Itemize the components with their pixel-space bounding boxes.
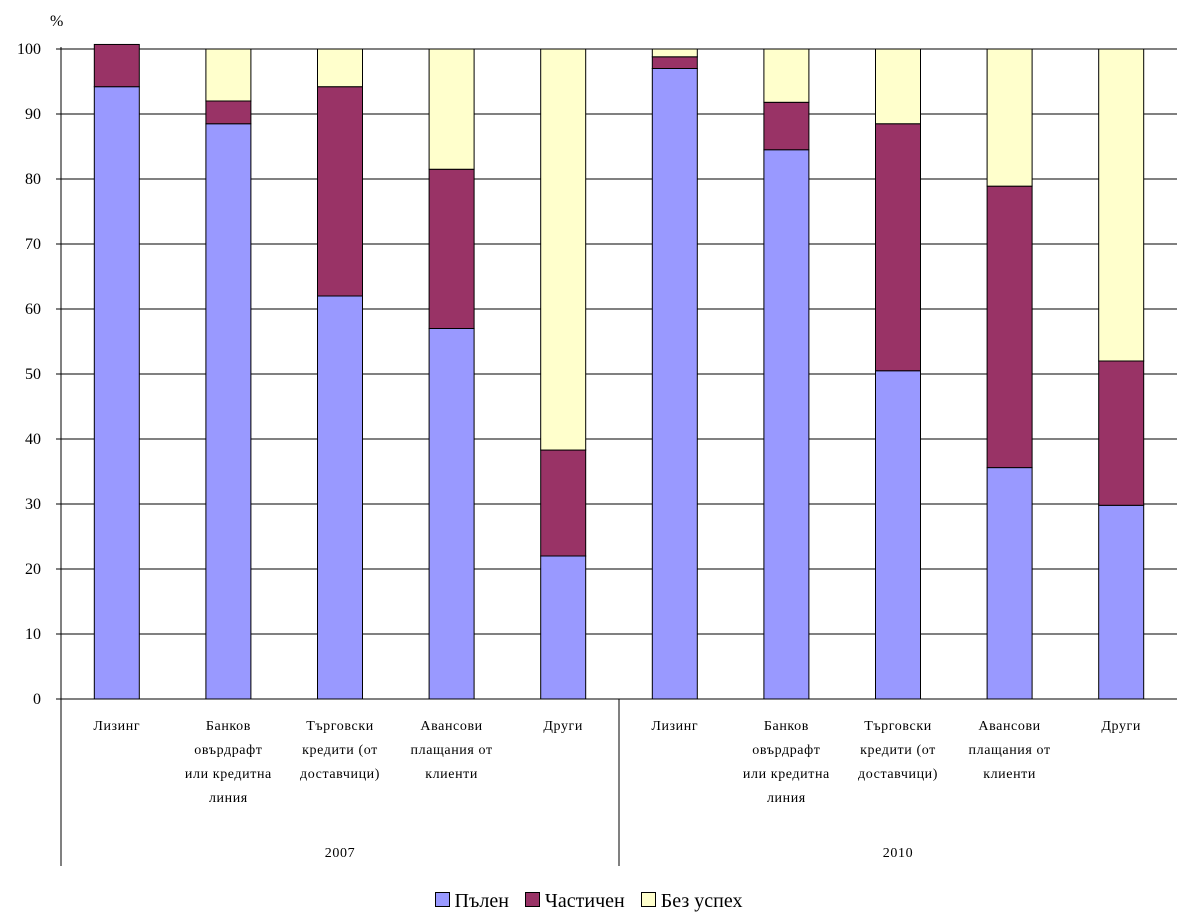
bar-segment-1 [763,149,810,700]
y-tick-label: 70 [25,236,41,253]
bar-segment-3 [540,48,587,451]
category-label: Други [543,719,583,734]
category-label: Банков овърдрафт или кредитна линия [743,719,830,806]
category-label: Авансови плащания от клиенти [411,719,493,782]
legend-swatch [640,892,656,907]
legend-item: Без успех [640,890,743,913]
y-tick-label: 50 [25,366,41,383]
bar-segment-2 [651,56,698,69]
legend-swatch [434,892,450,907]
bar-segment-2 [763,101,810,151]
y-tick-label: 40 [25,431,41,448]
legend-label: Частичен [544,890,625,912]
labels: 0 10 20 30 40 50 60 70 80 90 100 Лизинг Банков овърдр… [17,41,1141,861]
legend-item: Пълен [434,890,509,913]
bar-segment-1 [651,68,698,700]
bar-segment-1 [317,295,363,700]
category-label: Търговски кредити (от доставчици) [300,719,380,782]
category-label: Търговски кредити (от доставчици) [858,719,938,782]
category-label: Лизинг [651,719,698,734]
stacked-bar-chart: 0 10 20 30 40 50 60 70 80 90 100 Лизинг Банков овърдр… [17,13,1177,866]
bar-segment-1 [1098,504,1145,700]
category-label: Лизинг [93,719,140,734]
y-tick-label: 60 [25,301,41,318]
group-label: 2010 [883,846,913,861]
bar-segment-1 [205,123,252,700]
bar-segment-2 [205,100,252,125]
y-tick-label: 0 [33,691,41,708]
y-axis-title: % [50,13,63,30]
y-tick-label: 90 [25,106,41,123]
bar-segment-1 [428,328,475,700]
bars [93,43,1145,700]
bar-segment-3 [428,48,475,170]
legend: Пълен Частичен Без успех [0,890,1177,913]
bar-segment-3 [763,48,810,103]
y-tick-label: 80 [25,171,41,188]
bar-segment-3 [875,48,921,125]
y-tick-label: 100 [17,41,41,58]
bar-segment-3 [205,48,252,102]
bar-segment-3 [1098,48,1145,362]
bar-segment-2 [540,449,587,557]
bar-segment-2 [986,185,1033,469]
legend-label: Пълен [454,890,509,912]
bar-segment-3 [651,48,698,58]
y-tick-label: 30 [25,496,41,513]
category-label: Други [1101,719,1141,734]
category-label: Авансови плащания от клиенти [969,719,1051,782]
bar-segment-2 [875,123,921,372]
category-label: Банков овърдрафт или кредитна линия [185,719,272,806]
bar-segment-1 [93,86,140,700]
legend-item: Частичен [524,890,625,913]
bar-segment-3 [317,48,363,88]
legend-label: Без успех [660,890,743,912]
bar-segment-2 [1098,360,1145,506]
legend-swatch [524,892,540,907]
axes [56,47,1177,866]
bar-segment-1 [986,467,1033,700]
y-tick-label: 10 [25,626,41,643]
bar-segment-3 [986,48,1033,187]
bar-segment-1 [875,370,921,700]
bar-segment-2 [317,86,363,297]
bar-segment-2 [428,168,475,329]
bar-segment-1 [540,555,587,700]
y-tick-label: 20 [25,561,41,578]
bar-segment-2 [93,43,140,88]
group-label: 2007 [325,846,355,861]
